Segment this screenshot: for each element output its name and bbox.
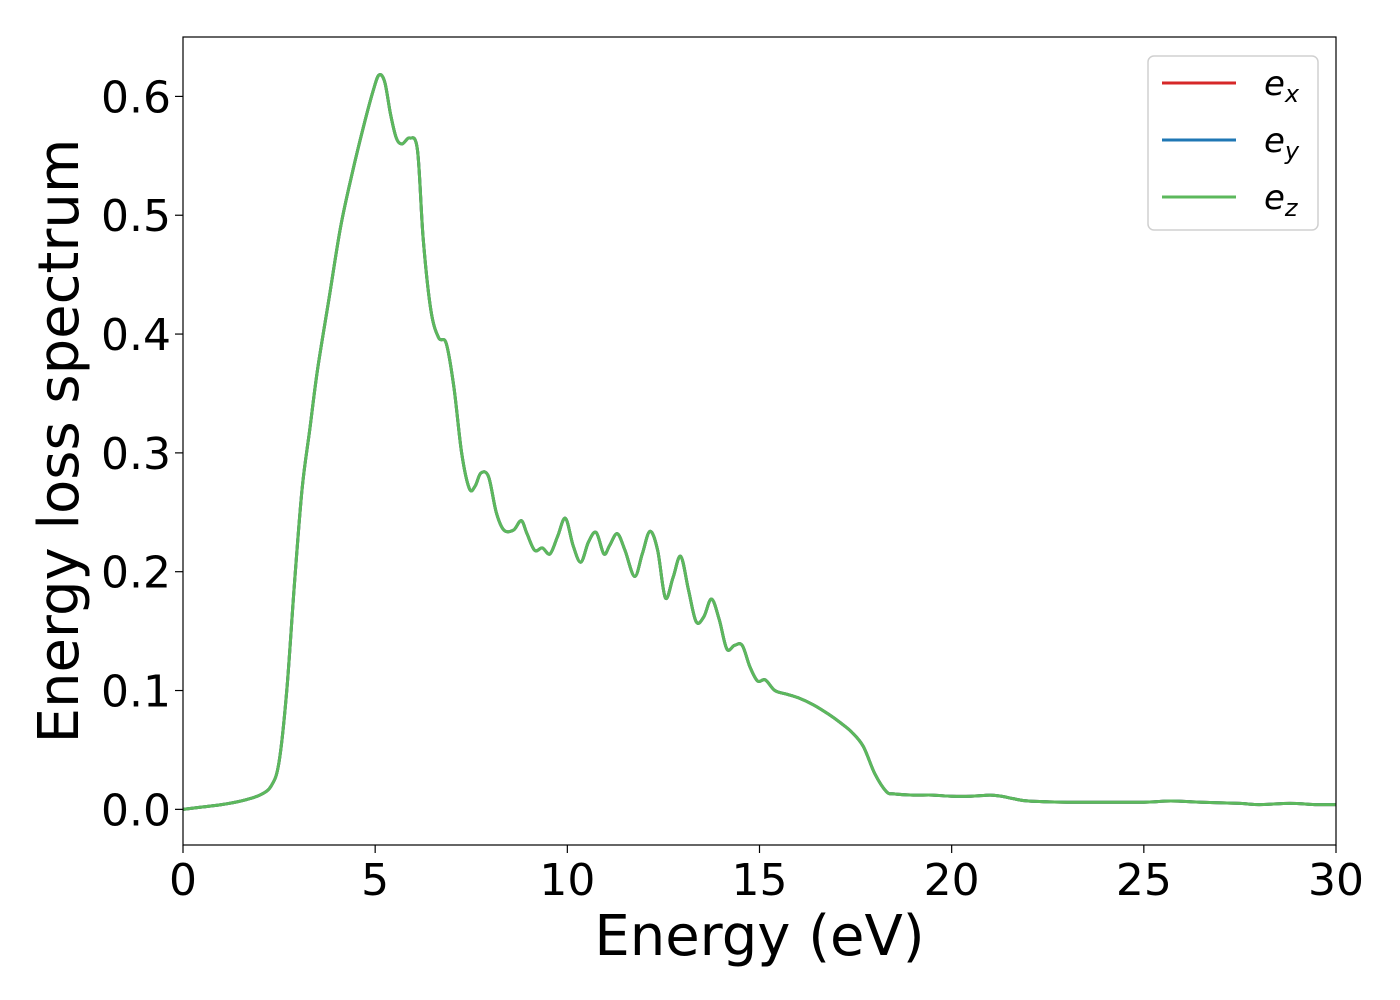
y-tick-label: 0.2 — [101, 548, 171, 599]
x-tick-label: 30 — [1308, 855, 1364, 906]
legend-label-ex: ex — [1264, 64, 1300, 108]
x-axis-title: Energy (eV) — [594, 904, 924, 969]
y-tick-label: 0.0 — [101, 785, 171, 836]
y-tick-label: 0.3 — [101, 429, 171, 480]
y-tick-label: 0.1 — [101, 667, 171, 718]
x-axis: 0 5 10 15 20 25 30 — [169, 845, 1364, 906]
series-line-ez — [182, 73, 1337, 811]
y-axis-title: Energy loss spectrum — [27, 139, 92, 744]
x-tick-label: 25 — [1116, 855, 1172, 906]
y-tick-label: 0.5 — [101, 191, 171, 242]
legend-label-ez: ez — [1264, 178, 1299, 222]
legend: ex ey ez — [1147, 55, 1319, 231]
x-tick-label: 20 — [924, 855, 980, 906]
y-tick-label: 0.6 — [101, 72, 171, 123]
x-tick-label: 10 — [539, 855, 595, 906]
legend-box — [1147, 55, 1319, 231]
x-tick-label: 0 — [169, 855, 197, 906]
x-tick-label: 5 — [361, 855, 389, 906]
x-tick-label: 15 — [732, 855, 788, 906]
legend-label-ey: ey — [1264, 121, 1300, 165]
plot-lines — [182, 73, 1337, 811]
y-tick-label: 0.4 — [101, 310, 171, 361]
y-axis: 0.0 0.1 0.2 0.3 0.4 0.5 0.6 — [101, 72, 183, 836]
